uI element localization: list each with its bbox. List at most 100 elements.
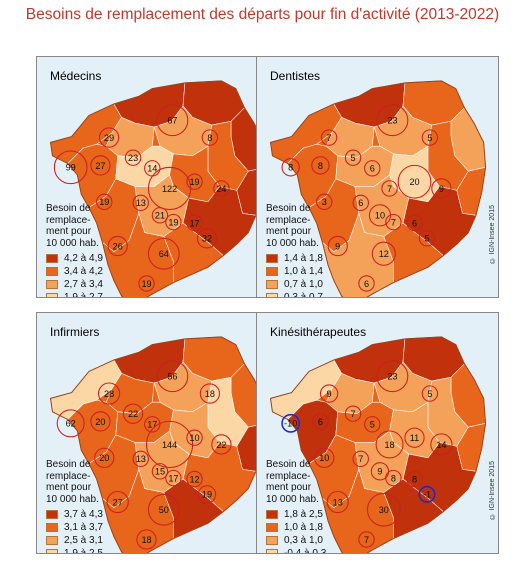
legend-label: 1,9 à 2,5 — [64, 547, 103, 554]
legend-label: -0,4 à 0,3 — [284, 547, 327, 554]
bubble-marker — [201, 129, 219, 146]
bubble-marker — [319, 384, 339, 403]
bubble-marker — [97, 382, 121, 405]
bubble-label: 13 — [333, 497, 343, 507]
bubble-label: 144 — [162, 440, 177, 450]
bubble-label: 56 — [167, 372, 177, 382]
legend-item: 3,1 à 3,7 — [46, 521, 103, 534]
bubble-label: 19 — [141, 279, 151, 289]
bubble-marker — [138, 275, 155, 292]
bubble-marker — [327, 235, 348, 257]
bubble-label: 10 — [375, 211, 385, 221]
bubble-label: 9 — [327, 389, 332, 399]
bubble-marker — [364, 416, 381, 433]
bubble-marker — [421, 385, 439, 402]
bubble-marker — [344, 149, 362, 166]
copyright-note: © IGN-Insee 2015 — [489, 460, 496, 519]
legend-item: 1,8 à 2,5 — [266, 508, 326, 521]
panel-title: Dentistes — [270, 69, 321, 83]
legend-label: 3,7 à 4,3 — [64, 508, 103, 520]
bubble-marker — [311, 156, 330, 175]
bubble-label: -1 — [423, 490, 431, 500]
bubble-label: 17 — [147, 420, 157, 430]
bubble-label: 23 — [128, 153, 138, 163]
panel-kinesitherapeutes: 23 9 5 -10 6 7 5 18 11 14 10 7 9 8 8 -1 13 30 7 Kinésithéra… — [256, 312, 499, 554]
legend-item: 3,4 à 4,2 — [46, 265, 103, 278]
bubble-label: 19 — [189, 177, 199, 187]
bubble-marker — [352, 194, 369, 212]
bubble-label: 3 — [322, 197, 327, 207]
bubble-marker — [147, 237, 180, 270]
bubble-label: 19 — [99, 197, 109, 207]
bubble-label: 99 — [66, 163, 76, 173]
panel-title: Médecins — [50, 69, 102, 83]
panel-medecins: 67 29 8 99 27 23 14 122 19 24 19 13 21 19 17 32 26 64 19 Mé… — [36, 56, 279, 298]
bubble-label: 6 — [358, 198, 363, 208]
bubble-label: 22 — [128, 409, 138, 419]
legend-label: 3,4 à 4,2 — [64, 265, 103, 277]
bubble-marker — [344, 405, 362, 422]
bubble-marker — [90, 411, 111, 432]
legend-item: 2,7 à 3,4 — [46, 278, 103, 291]
bubble-label: 13 — [136, 454, 146, 464]
legend-swatch — [46, 549, 58, 553]
bubble-marker — [371, 241, 396, 266]
bubble-label: 8 — [288, 163, 293, 173]
legend-item: 0,7 à 1,0 — [266, 278, 323, 291]
bubble-label: 26 — [113, 241, 123, 251]
bubble-label: 12 — [379, 249, 389, 259]
legend-swatch — [266, 510, 278, 519]
legend-label: 0,3 à 0,7 — [284, 291, 323, 298]
bubble-marker — [96, 193, 113, 211]
bubble-marker — [136, 529, 157, 550]
bubble-label: 22 — [216, 440, 226, 450]
bubble-label: 20 — [99, 453, 109, 463]
legend-swatch — [266, 536, 278, 545]
bubble-label: 12 — [189, 474, 199, 484]
bubble-marker — [199, 383, 221, 404]
bubble-marker — [281, 158, 300, 177]
bubble-marker — [124, 149, 142, 166]
bubble-marker — [213, 180, 230, 197]
bubble-label: 122 — [162, 184, 177, 194]
legend-swatch — [266, 254, 278, 263]
legend-item: -0,4 à 0,3 — [266, 547, 327, 554]
bubble-marker — [151, 463, 169, 480]
bubble-marker — [352, 450, 369, 468]
bubble-marker — [56, 409, 85, 438]
legend-swatch — [46, 267, 58, 276]
legend-item: 4,2 à 4,9 — [46, 252, 103, 265]
bubble-marker — [404, 427, 425, 448]
bubble-label: 30 — [379, 505, 389, 515]
bubble-marker — [326, 490, 349, 514]
bubble-marker — [151, 207, 169, 224]
bubble-label: 17 — [189, 218, 199, 228]
bubble-marker — [312, 413, 329, 430]
bubble-label: 5 — [370, 420, 375, 430]
bubble-marker — [406, 214, 423, 232]
bubble-marker — [421, 129, 439, 146]
bubble-label: 27 — [95, 161, 105, 171]
legend-item: 3,7 à 4,3 — [46, 508, 103, 521]
legend-label: 1,8 à 2,5 — [284, 508, 323, 520]
bubble-label: 62 — [66, 419, 76, 429]
bubble-label: 7 — [391, 217, 396, 227]
bubble-label: 20 — [409, 177, 419, 187]
bubble-label: 67 — [167, 116, 177, 126]
bubble-marker — [375, 430, 404, 459]
map-title: Besoins de remplacement des départs pour… — [25, 6, 500, 23]
bubble-marker — [406, 470, 423, 488]
bubble-label: 6 — [370, 164, 375, 174]
panel-title: Kinésithérapeutes — [270, 325, 367, 339]
legend-swatch — [266, 523, 278, 532]
bubble-marker — [196, 228, 218, 249]
bubble-label: 7 — [327, 133, 332, 143]
bubble-marker — [98, 127, 120, 148]
bubble-marker — [381, 180, 398, 197]
bubble-marker — [132, 450, 149, 468]
bubble-label: 7 — [351, 409, 356, 419]
bubble-marker — [364, 160, 381, 177]
